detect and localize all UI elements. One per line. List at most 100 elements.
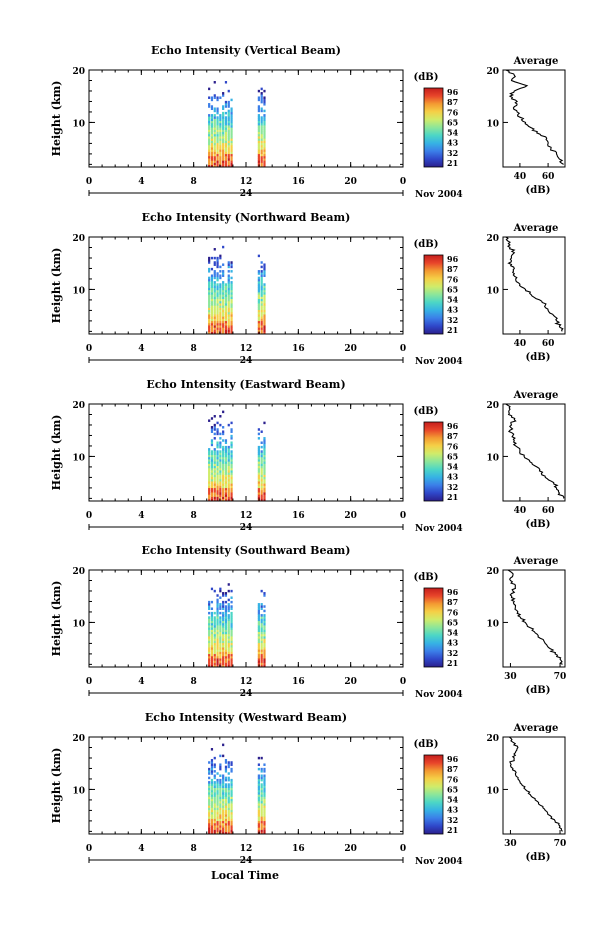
heatmap-cell xyxy=(216,125,219,128)
y-axis-label: Height (km) xyxy=(50,81,63,157)
heatmap-cell xyxy=(230,296,233,300)
beam-panel: Echo Intensity (Vertical Beam)Height (km… xyxy=(50,44,566,200)
heatmap-cell xyxy=(208,783,211,786)
heatmap-cell xyxy=(257,827,260,830)
heatmap-cell xyxy=(263,631,266,635)
heatmap-cell xyxy=(227,589,230,593)
heatmap-cell xyxy=(257,609,260,613)
heatmap-cell xyxy=(263,122,266,126)
heatmap-cell xyxy=(216,474,219,478)
heatmap-cell xyxy=(213,472,216,475)
heatmap-cell xyxy=(210,785,214,789)
heatmap-cell xyxy=(208,454,211,458)
heatmap-cell xyxy=(222,498,225,502)
heatmap-cell xyxy=(213,470,216,473)
heatmap-cell xyxy=(213,274,216,277)
heatmap-cell xyxy=(230,298,233,302)
heatmap-cell xyxy=(219,633,222,637)
heatmap-cell xyxy=(222,292,225,295)
heatmap-cell xyxy=(210,636,214,639)
y-axis-label: Height (km) xyxy=(50,748,63,824)
heatmap-cell xyxy=(210,772,214,775)
heatmap-cell xyxy=(260,489,263,493)
heatmap-cell xyxy=(213,649,216,652)
heatmap-cell xyxy=(213,805,216,808)
x-tick-label: 16 xyxy=(292,677,305,687)
heatmap-cell xyxy=(216,498,219,502)
heatmap-cell xyxy=(263,498,266,502)
heatmap-cell xyxy=(224,814,228,817)
heatmap-cell xyxy=(210,794,214,797)
heatmap-cell xyxy=(224,655,228,659)
heatmap-cell xyxy=(263,158,266,161)
heatmap-cell xyxy=(224,633,228,637)
heatmap-cell xyxy=(227,116,230,119)
heatmap-cell xyxy=(222,636,225,639)
heatmap-cell xyxy=(263,487,266,491)
heatmap-cell xyxy=(219,603,222,606)
heatmap-cell xyxy=(219,754,222,758)
heatmap-cell xyxy=(216,127,219,130)
heatmap-cell xyxy=(208,772,211,775)
heatmap-cell xyxy=(213,655,216,659)
heatmap-cell xyxy=(222,140,225,144)
heatmap-cell xyxy=(263,465,266,469)
heatmap-cell xyxy=(222,611,225,615)
heatmap-cell xyxy=(257,614,260,617)
heatmap-cell xyxy=(222,314,225,317)
colorbar-tick-label: 65 xyxy=(447,617,458,627)
heatmap-cell xyxy=(224,474,228,478)
heatmap-cell xyxy=(210,763,214,766)
heatmap-cell xyxy=(219,322,222,326)
heatmap-cell xyxy=(210,162,214,166)
heatmap-cell xyxy=(210,587,214,591)
heatmap-cell xyxy=(213,789,216,793)
heatmap-cell xyxy=(260,430,263,433)
heatmap-cell xyxy=(260,87,263,91)
heatmap-cell xyxy=(222,281,225,284)
heatmap-cell xyxy=(263,820,266,824)
heatmap-cell xyxy=(260,151,263,155)
heatmap-cell xyxy=(230,600,233,604)
heatmap-cell xyxy=(224,660,228,663)
heatmap-cell xyxy=(222,144,225,148)
heatmap-cell xyxy=(216,153,219,157)
heatmap-cell xyxy=(257,149,260,152)
heatmap-cell xyxy=(263,792,266,795)
heatmap-cell xyxy=(222,136,225,139)
heatmap-cell xyxy=(208,160,211,163)
colorbar-tick-label: 65 xyxy=(447,117,458,127)
heatmap-cell xyxy=(216,470,219,473)
heatmap-cell xyxy=(224,609,228,613)
heatmap-cell xyxy=(230,809,233,813)
heatmap-cell xyxy=(224,478,228,482)
heatmap-cell xyxy=(227,274,230,277)
heatmap-cell xyxy=(227,825,230,828)
heatmap-cell xyxy=(263,627,266,630)
heatmap-cell xyxy=(257,642,260,646)
heatmap-cell xyxy=(216,789,219,793)
heatmap-cell xyxy=(224,158,228,161)
heatmap-cell xyxy=(263,320,266,324)
heatmap-cell xyxy=(219,470,222,473)
heatmap-cell xyxy=(227,285,230,289)
heatmap-cell xyxy=(224,456,228,460)
heatmap-cell xyxy=(216,792,219,795)
heatmap-cell xyxy=(257,314,260,317)
heatmap-cell xyxy=(224,498,228,502)
heatmap-cell xyxy=(230,807,233,811)
heatmap-cell xyxy=(224,472,228,475)
heatmap-cell xyxy=(227,133,230,137)
heatmap-cell xyxy=(210,472,214,475)
heatmap-cell xyxy=(219,463,222,467)
heatmap-cell xyxy=(213,638,216,641)
heatmap-cell xyxy=(213,463,216,467)
heatmap-cell xyxy=(219,587,222,591)
heatmap-cell xyxy=(213,158,216,161)
heatmap-cell xyxy=(208,662,211,666)
heatmap-cell xyxy=(227,807,230,811)
heatmap-cell xyxy=(227,647,230,650)
heatmap-cell xyxy=(222,647,225,650)
heatmap-cell xyxy=(210,789,214,793)
heatmap-cell xyxy=(263,633,266,637)
